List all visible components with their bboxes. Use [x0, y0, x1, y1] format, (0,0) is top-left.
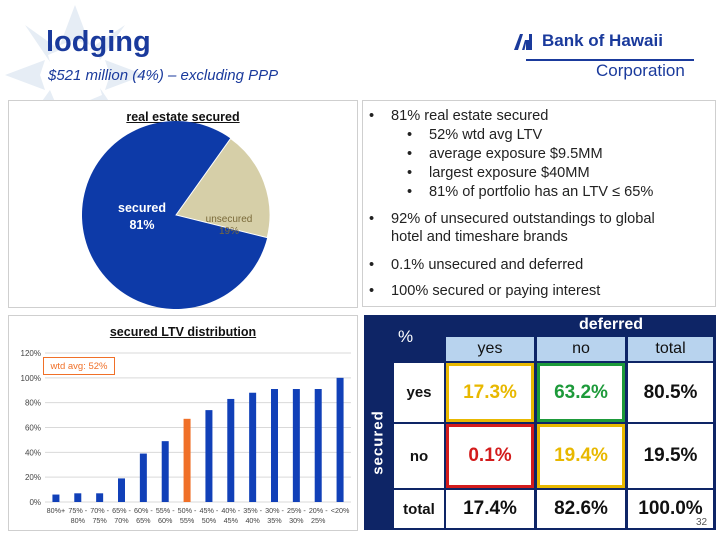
bank-logo-icon	[514, 34, 532, 50]
x-tick-label-top: 35% -	[243, 506, 262, 515]
pie-chart-title: real estate secured	[126, 110, 240, 124]
y-tick-label: 60%	[25, 424, 41, 433]
x-tick-label-bottom: 75%	[92, 516, 107, 525]
bullet-secured-paying: • 100% secured or paying interest	[369, 283, 601, 299]
x-tick-label-top: 55% -	[156, 506, 175, 515]
x-tick-label-bottom: 80%	[71, 516, 86, 525]
bullet-largest-exposure: • largest exposure $40MM	[407, 165, 590, 181]
y-tick-label: 100%	[21, 374, 41, 383]
x-tick-label-top: 50% -	[178, 506, 197, 515]
bullet-average-exposure: • average exposure $9.5MM	[407, 146, 603, 162]
page-title: lodging	[46, 26, 151, 58]
x-tick-label-bottom: 60%	[158, 516, 173, 525]
cell-total-deferred-no: 82.6%	[537, 490, 625, 528]
bank-logo-name: Bank of Hawaii	[542, 31, 663, 50]
cell-secured-yes-total: 80.5%	[628, 363, 713, 422]
matrix-pct-label: %	[398, 327, 414, 346]
bar-12	[314, 389, 322, 502]
bank-logo-corporation: Corporation	[596, 61, 685, 80]
bar-chart-panel: secured LTV distribution 0% 20% 40% 60% 80% 1…	[8, 315, 358, 531]
cell-total-deferred-yes: 17.4%	[446, 490, 534, 528]
pie-chart: secured 81% unsecured 19%	[82, 120, 271, 309]
x-tick-label-top: 75% -	[68, 506, 87, 515]
x-tick-label-bottom: 40%	[245, 516, 260, 525]
bar-11	[292, 389, 300, 502]
matrix-row-yes: yes	[394, 363, 444, 422]
cell-secured-no-total: 19.5%	[628, 424, 713, 488]
page-number: 32	[696, 517, 708, 528]
x-tick-label-top: 45% -	[200, 506, 219, 515]
bar-5	[161, 441, 169, 502]
y-tick-label: 40%	[25, 448, 41, 457]
x-tick-label-top: 30% -	[265, 506, 284, 515]
y-tick-label: 0%	[29, 498, 41, 507]
y-tick-label: 120%	[21, 349, 41, 358]
bar-1	[74, 493, 82, 502]
x-tick-label-top: 40% -	[221, 506, 240, 515]
bank-logo: Bank of Hawaii Corporation	[512, 30, 694, 82]
bullet-unsecured-brands: • 92% of unsecured outstandings to global…	[369, 211, 655, 245]
x-tick-label-top: 70% -	[90, 506, 109, 515]
matrix-col-total: total	[628, 337, 713, 361]
bullet-unsecured-deferred: • 0.1% unsecured and deferred	[369, 257, 584, 273]
bar-3	[118, 478, 125, 502]
cell-secured-no-deferred-no: 19.4%	[537, 424, 625, 488]
cell-secured-no-deferred-yes: 0.1%	[446, 424, 534, 488]
bar-7	[205, 410, 213, 502]
pie-slice-unsecured	[175, 137, 271, 239]
bar-chart-title: secured LTV distribution	[109, 325, 257, 339]
x-tick-label-bottom: 70%	[114, 516, 129, 525]
matrix-col-no: no	[537, 337, 625, 361]
page-subtitle: $521 million (4%) – excluding PPP	[48, 67, 279, 84]
x-tick-label-top: 60% -	[134, 506, 153, 515]
bar-4	[139, 453, 147, 502]
pie-label-secured: secured	[118, 201, 166, 215]
pie-label-unsecured: unsecured	[206, 214, 253, 225]
x-tick-label-bottom: 65%	[136, 516, 151, 525]
logo-divider	[526, 59, 694, 61]
pie-value-unsecured: 19%	[219, 226, 239, 237]
cell-secured-yes-deferred-yes: 17.3%	[446, 363, 534, 422]
key-points-panel: • 81% real estate secured • 52% wtd avg LT…	[362, 100, 716, 307]
bar-6	[183, 418, 191, 502]
x-tick-label-bottom: 25%	[311, 516, 326, 525]
y-tick-label: 80%	[25, 399, 41, 408]
x-tick-label-bottom: 35%	[267, 516, 282, 525]
x-tick-label-top: <20%	[331, 506, 350, 515]
x-tick-label-bottom: 45%	[224, 516, 239, 525]
bar-10	[271, 389, 278, 502]
bullet-ltv-portfolio: • 81% of portfolio has an LTV ≤ 65%	[407, 184, 654, 200]
bar-13	[336, 377, 344, 502]
matrix-row-total: total	[394, 490, 444, 528]
matrix-deferred-header: deferred	[578, 316, 644, 333]
matrix-row-no: no	[394, 424, 444, 488]
pie-slice-secured	[82, 120, 268, 309]
pie-chart-panel: real estate secured secured 81% unsecure…	[8, 100, 358, 309]
y-tick-label: 20%	[25, 473, 41, 482]
cell-secured-yes-deferred-no: 63.2%	[537, 363, 625, 422]
deferral-matrix: % deferred secured yes no total yes no t…	[364, 315, 716, 530]
x-tick-label-top: 20% -	[309, 506, 328, 515]
x-tick-label-top: 25% -	[287, 506, 306, 515]
bar-chart: 0%20%40%60%80%100%120%80%+ 75% -80%70% -7…	[21, 349, 351, 525]
x-tick-label-bottom: 55%	[180, 516, 195, 525]
x-tick-label-top: 65% -	[112, 506, 131, 515]
bullet-wtd-avg-ltv: • 52% wtd avg LTV	[407, 127, 543, 143]
x-tick-label-bottom: 30%	[289, 516, 304, 525]
bar-2	[96, 493, 104, 502]
bar-8	[227, 398, 235, 502]
bar-9	[249, 392, 257, 502]
wtd-avg-annotation: wtd avg: 52%	[43, 357, 115, 375]
bullet-real-estate-secured: • 81% real estate secured	[369, 108, 549, 124]
matrix-secured-header: secured	[369, 410, 387, 475]
x-tick-label-bottom: 50%	[202, 516, 217, 525]
x-tick-label-top: 80%+	[47, 506, 66, 515]
pie-value-secured: 81%	[129, 218, 154, 232]
matrix-col-yes: yes	[446, 337, 534, 361]
bar-0	[52, 494, 60, 502]
cell-total-total: 100.0%	[628, 490, 713, 528]
